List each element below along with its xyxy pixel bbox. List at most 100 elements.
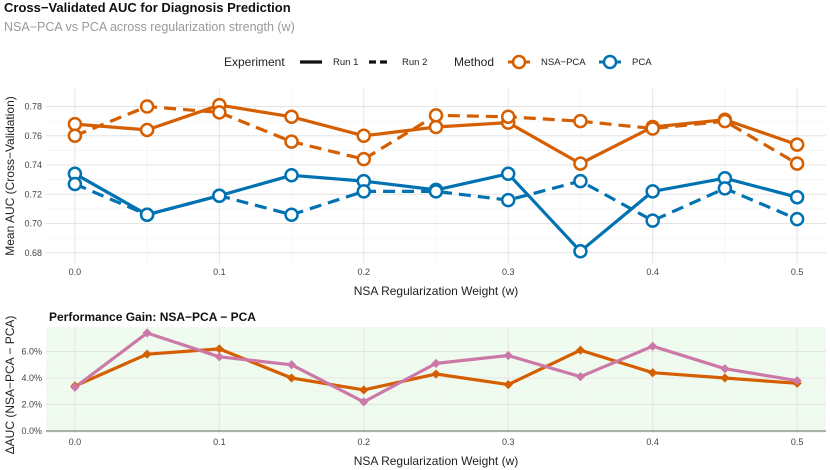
x-tick-label: 0.2 — [358, 267, 371, 277]
x-tick-label: 0.5 — [791, 437, 804, 447]
data-point-nsa-pca-run-1 — [428, 119, 444, 135]
legend-experiment-title: Experiment — [224, 55, 285, 69]
y-tick-label: 0.78 — [24, 102, 42, 112]
x-tick-label: 0.1 — [213, 437, 226, 447]
data-point-nsa-pca-run-2 — [284, 134, 299, 149]
y-tick-label: 0.70 — [24, 219, 42, 229]
x-tick-label: 0.4 — [646, 437, 659, 447]
legend-nsapca-swatch-marker — [511, 54, 527, 70]
legend-pca-swatch-marker — [602, 54, 618, 70]
data-point-pca-run-2 — [789, 211, 805, 227]
data-point-run-2 — [142, 328, 152, 338]
x-tick-label: 0.3 — [502, 437, 515, 447]
data-point-pca-run-2 — [573, 173, 588, 189]
auc-y-axis-ticks: 0.68 0.70 0.72 0.74 0.76 0.78 — [24, 102, 42, 258]
data-point-run-1 — [503, 380, 513, 390]
data-point-pca-run-2 — [428, 184, 444, 199]
data-point-run-2 — [792, 376, 802, 386]
data-point-nsa-pca-run-2 — [645, 121, 660, 136]
data-point-nsa-pca-run-2 — [428, 108, 444, 123]
legend: Experiment Run 1 Run 2 Method NSA−PCA PC… — [224, 54, 652, 70]
data-point-run-2 — [214, 352, 224, 362]
legend-run2-label: Run 2 — [402, 57, 427, 68]
data-point-run-2 — [503, 350, 513, 361]
data-point-run-2 — [286, 360, 297, 370]
y-tick-label: 2.0% — [21, 400, 42, 410]
data-point-pca-run-2 — [645, 213, 660, 228]
x-tick-label: 0.0 — [69, 437, 82, 447]
data-point-pca-run-2 — [356, 184, 372, 199]
auc-x-axis-ticks: 0.0 0.1 0.2 0.3 0.4 0.5 — [69, 267, 804, 277]
x-tick-label: 0.2 — [358, 437, 371, 447]
data-point-nsa-pca-run-1 — [139, 122, 155, 138]
data-point-pca-run-2 — [500, 192, 516, 208]
data-point-run-2 — [648, 341, 658, 351]
data-point-pca-run-2 — [139, 207, 155, 222]
auc-y-axis-title: Mean AUC (Cross−Validation) — [3, 96, 17, 256]
data-point-pca-run-1 — [789, 189, 805, 205]
gain-series — [70, 328, 802, 407]
auc-series — [67, 97, 805, 259]
data-point-run-2 — [720, 364, 730, 374]
legend-pca-label: PCA — [632, 57, 652, 68]
data-point-run-1 — [431, 369, 441, 379]
gain-panel: 0.0% 2.0% 4.0% 6.0% 0.0 0.1 0.2 0.3 0.4 0.5 NSA … — [3, 316, 826, 468]
data-point-nsa-pca-run-1 — [356, 128, 372, 144]
legend-method-title: Method — [454, 55, 494, 69]
data-point-run-2 — [70, 382, 80, 392]
data-point-run-1 — [720, 373, 730, 383]
data-point-pca-run-1 — [500, 166, 516, 182]
x-tick-label: 0.5 — [791, 267, 804, 277]
y-tick-label: 0.76 — [24, 131, 42, 141]
chart-subtitle: NSA−PCA vs PCA across regularization str… — [4, 20, 295, 34]
data-point-run-1 — [214, 344, 224, 354]
gain-x-axis-ticks: 0.0 0.1 0.2 0.3 0.4 0.5 — [69, 437, 804, 447]
data-point-run-1 — [286, 373, 297, 383]
auc-x-axis-title: NSA Regularization Weight (w) — [354, 284, 519, 298]
data-point-pca-run-1 — [284, 168, 299, 183]
series-line-pca-run-2 — [74, 179, 798, 223]
data-point-nsa-pca-run-2 — [717, 113, 733, 129]
gain-x-axis-title: NSA Regularization Weight (w) — [354, 454, 519, 468]
data-point-nsa-pca-run-1 — [789, 137, 805, 152]
x-tick-label: 0.4 — [646, 267, 659, 277]
data-point-run-2 — [575, 372, 586, 382]
y-tick-label: 6.0% — [21, 347, 42, 357]
gain-y-axis-ticks: 0.0% 2.0% 4.0% 6.0% — [21, 347, 42, 437]
data-point-pca-run-1 — [645, 184, 660, 199]
x-tick-label: 0.3 — [502, 267, 515, 277]
data-point-nsa-pca-run-2 — [573, 113, 588, 129]
data-point-nsa-pca-run-2 — [139, 99, 155, 114]
data-point-nsa-pca-run-2 — [356, 151, 372, 167]
data-point-run-1 — [575, 345, 586, 355]
data-point-run-1 — [142, 349, 152, 359]
data-point-pca-run-2 — [212, 188, 227, 203]
y-tick-label: 0.74 — [24, 160, 42, 170]
data-point-nsa-pca-run-2 — [212, 105, 227, 120]
data-point-pca-run-2 — [67, 176, 83, 192]
legend-run1-label: Run 1 — [333, 57, 358, 68]
gain-panel-title: Performance Gain: NSA−PCA − PCA — [49, 310, 256, 324]
data-point-nsa-pca-run-1 — [573, 156, 588, 171]
data-point-run-2 — [431, 358, 441, 369]
data-point-run-1 — [359, 385, 369, 395]
data-point-nsa-pca-run-2 — [500, 109, 516, 125]
auc-panel: 0.68 0.70 0.72 0.74 0.76 0.78 0.0 0.1 0.2 0.3 0.4… — [3, 89, 826, 298]
y-tick-label: 4.0% — [21, 373, 42, 383]
data-point-nsa-pca-run-1 — [67, 116, 83, 132]
data-point-nsa-pca-run-1 — [284, 109, 299, 125]
y-tick-label: 0.68 — [24, 248, 42, 258]
y-tick-label: 0.0% — [21, 426, 42, 436]
legend-nsapca-label: NSA−PCA — [541, 57, 586, 68]
data-point-run-1 — [648, 368, 658, 378]
x-tick-label: 0.0 — [69, 267, 82, 277]
data-point-run-2 — [359, 397, 369, 407]
x-tick-label: 0.1 — [213, 267, 226, 277]
y-tick-label: 0.72 — [24, 189, 42, 199]
data-point-pca-run-2 — [284, 207, 299, 222]
gain-y-axis-title: ΔAUC (NSA−PCA − PCA) — [3, 316, 17, 455]
data-point-nsa-pca-run-2 — [67, 128, 83, 144]
data-point-pca-run-1 — [573, 244, 588, 259]
chart-title: Cross−Validated AUC for Diagnosis Predic… — [4, 0, 291, 15]
